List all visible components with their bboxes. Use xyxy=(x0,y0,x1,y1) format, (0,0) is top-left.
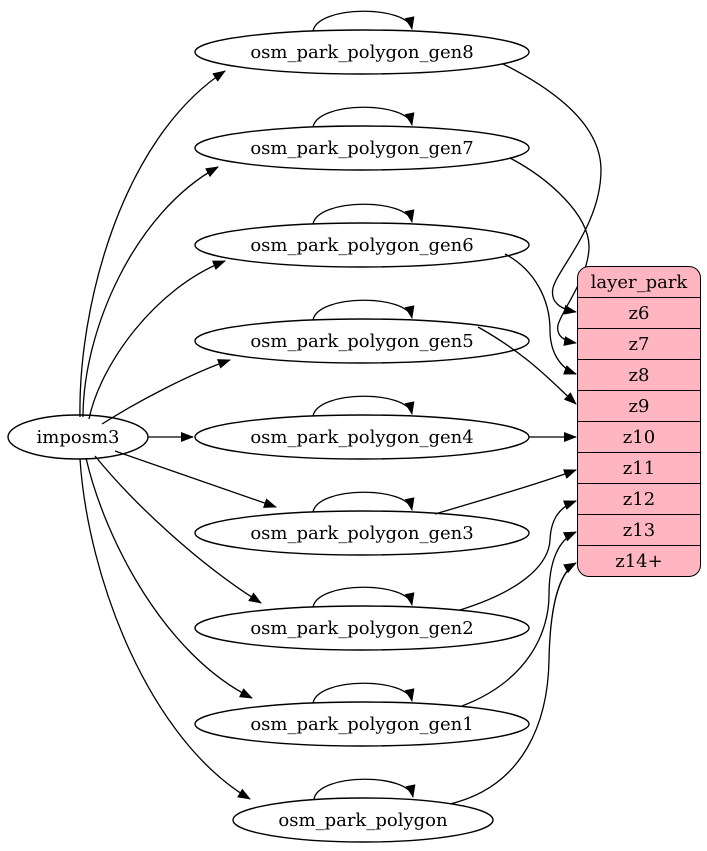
layer-row-z8: z8 xyxy=(578,359,700,390)
node-label-gen4: osm_park_polygon_gen4 xyxy=(250,426,474,448)
layer-row-z7: z7 xyxy=(578,328,700,359)
self-loop-gen1 xyxy=(312,682,415,704)
edge-imposm3-to-gen7 xyxy=(82,166,219,418)
edge-imposm3-to-gen3 xyxy=(114,450,277,508)
self-loop-gen2 xyxy=(312,586,415,608)
node-ellipse-gen5 xyxy=(194,318,530,364)
self-loop-gen5 xyxy=(312,299,415,321)
edge-gen8-to-z6 xyxy=(502,63,602,315)
edge-imposm3-to-gen5 xyxy=(101,359,231,425)
node-label-gen7: osm_park_polygon_gen7 xyxy=(250,137,474,159)
node-ellipse-gen1 xyxy=(194,701,530,747)
layer-row-z10: z10 xyxy=(578,421,700,452)
node-label-gen1: osm_park_polygon_gen1 xyxy=(250,713,474,735)
layer-row-z13: z13 xyxy=(578,514,700,545)
edge-gen5-to-z9 xyxy=(477,326,577,405)
node-ellipse-gen3 xyxy=(194,510,530,556)
edge-osm-park-polygon-to-z14 xyxy=(449,562,577,805)
layer-row-z11: z11 xyxy=(578,452,700,483)
layer-row-z6: z6 xyxy=(578,297,700,328)
edge-imposm3-to-osm-park-polygon xyxy=(79,458,251,800)
self-loop-gen8 xyxy=(312,10,415,32)
node-ellipse-gen7 xyxy=(194,125,530,171)
edge-imposm3-to-gen2 xyxy=(94,455,262,604)
edge-gen2-to-z12 xyxy=(459,500,577,611)
layer-park-header: layer_park xyxy=(590,271,688,293)
node-label-gen5: osm_park_polygon_gen5 xyxy=(250,330,474,352)
self-loop-osm-park-polygon xyxy=(313,778,416,800)
edge-imposm3-to-gen6 xyxy=(88,260,226,420)
node-label-gen6: osm_park_polygon_gen6 xyxy=(250,234,474,256)
edge-imposm3-to-gen8 xyxy=(79,70,226,418)
layer-row-z12: z12 xyxy=(578,483,700,514)
edge-gen6-to-z8 xyxy=(504,253,577,375)
node-label-osm-park-polygon: osm_park_polygon xyxy=(278,809,448,831)
layer-row-z9: z9 xyxy=(578,390,700,421)
self-loop-gen4 xyxy=(312,395,415,417)
node-ellipse-gen2 xyxy=(194,605,530,651)
node-label-gen3: osm_park_polygon_gen3 xyxy=(250,522,474,544)
self-loop-gen7 xyxy=(312,106,415,128)
node-label-gen8: osm_park_polygon_gen8 xyxy=(250,41,474,63)
layer-row-z14: z14+ xyxy=(578,545,700,576)
node-ellipse-gen6 xyxy=(194,222,530,268)
node-ellipse-osm-park-polygon xyxy=(232,797,494,843)
layer-park-table: layer_park z6 z7 z8 z9 z10 z11 z12 z13 z… xyxy=(577,266,701,577)
self-loop-gen6 xyxy=(312,203,415,225)
node-label-imposm3: imposm3 xyxy=(36,426,120,448)
edge-gen1-to-z13 xyxy=(461,531,577,707)
edge-imposm3-to-gen1 xyxy=(85,457,253,699)
node-ellipse-gen8 xyxy=(194,29,530,75)
node-label-gen2: osm_park_polygon_gen2 xyxy=(250,617,474,639)
edge-gen3-to-z11 xyxy=(434,469,577,515)
self-loop-gen3 xyxy=(312,491,415,513)
